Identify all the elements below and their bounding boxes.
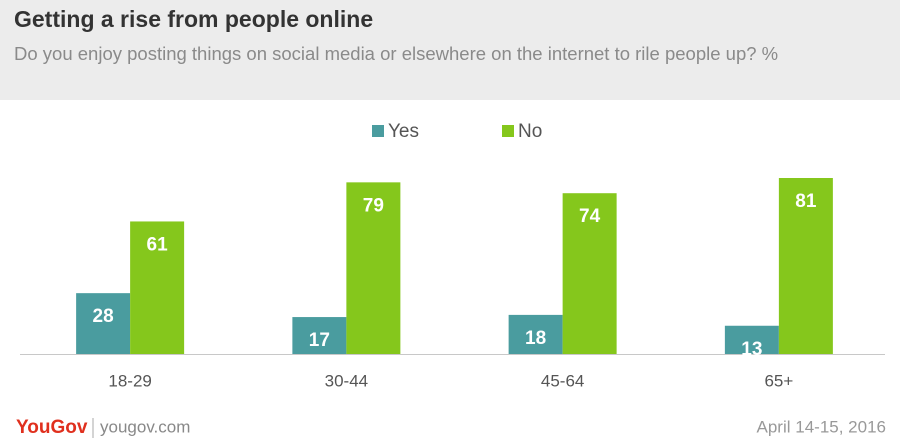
data-label: 81	[795, 191, 817, 212]
data-label: 61	[147, 234, 169, 255]
bar	[130, 221, 185, 354]
x-tick-label: 18-29	[108, 371, 151, 390]
x-tick-label: 65+	[764, 371, 793, 390]
legend-label: Yes	[388, 121, 419, 142]
data-label: 79	[363, 195, 384, 216]
data-label: 28	[93, 306, 114, 327]
legend-label: No	[518, 121, 542, 142]
bar	[562, 193, 617, 354]
data-label: 18	[525, 328, 546, 349]
x-tick-label: 30-44	[325, 371, 368, 390]
bar	[76, 293, 131, 354]
chart-title: Getting a rise from people online	[14, 6, 374, 32]
legend-swatch	[502, 125, 514, 137]
bar	[292, 317, 347, 354]
chart-subtitle: Do you enjoy posting things on social me…	[14, 43, 779, 64]
bar	[508, 314, 563, 354]
data-label: 13	[741, 339, 762, 360]
x-tick-label: 45-64	[541, 371, 584, 390]
bar	[778, 178, 833, 354]
brand: YouGov	[16, 417, 88, 438]
data-label: 74	[579, 206, 601, 227]
date: April 14-15, 2016	[757, 417, 886, 436]
data-label: 17	[309, 330, 330, 351]
header: Getting a rise from people online Do you…	[0, 0, 900, 100]
bar	[346, 182, 401, 354]
legend-swatch	[372, 125, 384, 137]
url: yougov.com	[100, 417, 190, 436]
bar	[724, 325, 779, 354]
